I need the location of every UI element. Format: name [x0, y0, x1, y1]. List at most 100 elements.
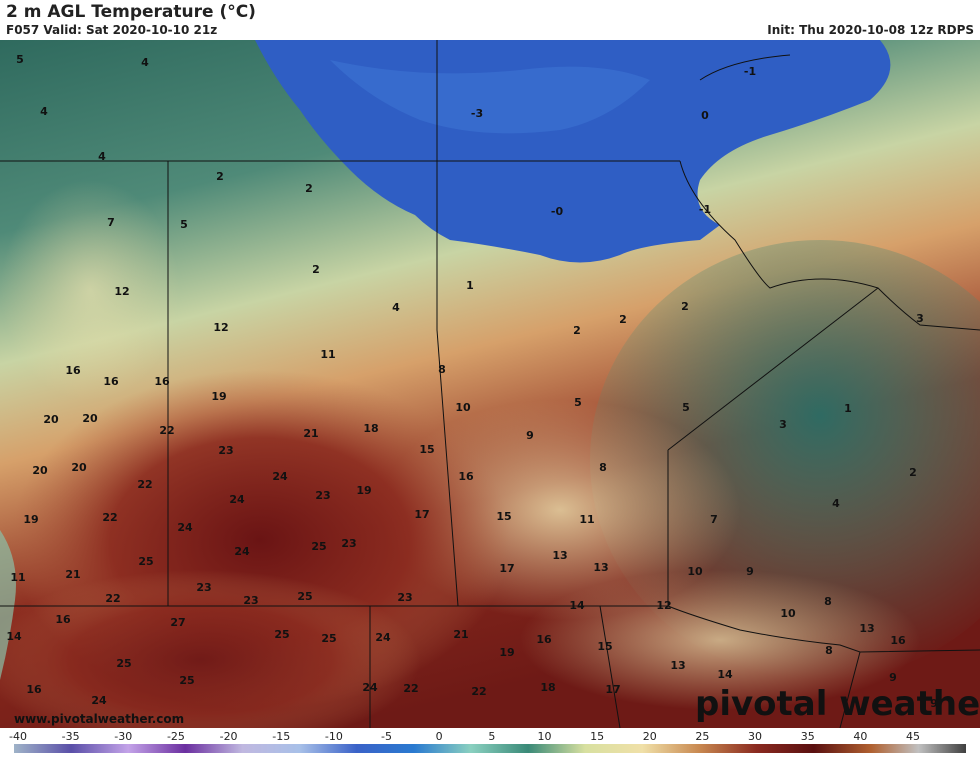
temperature-label: 11 — [579, 513, 594, 526]
colorbar-tick-label: -20 — [220, 730, 238, 743]
temperature-label: 8 — [438, 363, 446, 376]
temperature-label: 4 — [392, 301, 400, 314]
temperature-label: 2 — [681, 300, 689, 313]
temperature-label: 15 — [597, 640, 612, 653]
colorbar-tick-label: -15 — [272, 730, 290, 743]
temperature-label: 20 — [43, 413, 59, 426]
temperature-label: 25 — [321, 632, 336, 645]
temperature-label: 12 — [656, 599, 671, 612]
temperature-label: 16 — [65, 364, 81, 377]
temperature-label: 12 — [114, 285, 129, 298]
temperature-label: 25 — [311, 540, 326, 553]
temperature-label: 22 — [471, 685, 486, 698]
colorbar: -40 -35 -30 -25 -20 -15 -10 -5 0 5 10 15 20 25 30 35 40 4… — [0, 728, 980, 757]
temperature-label: 9 — [930, 697, 938, 710]
temperature-label: -3 — [471, 107, 483, 120]
colorbar-tick-label: 45 — [906, 730, 920, 743]
colorbar-tick-label: -35 — [62, 730, 80, 743]
temperature-label: 7 — [107, 216, 115, 229]
temperature-label: -1 — [699, 203, 711, 216]
temperature-label: 9 — [526, 429, 534, 442]
colorbar-strip — [14, 744, 966, 753]
temperature-label: 16 — [536, 633, 552, 646]
temperature-label: 23 — [196, 581, 211, 594]
temperature-label: 22 — [102, 511, 117, 524]
temperature-label: 2 — [909, 466, 917, 479]
colorbar-tick-label: -40 — [9, 730, 27, 743]
temperature-label: 5 — [574, 396, 582, 409]
temperature-label: 23 — [397, 591, 412, 604]
temperature-label: 12 — [213, 321, 228, 334]
temperature-label: 19 — [23, 513, 38, 526]
init-time: Init: Thu 2020-10-08 12z RDPS — [767, 23, 974, 37]
temperature-label: 21 — [453, 628, 468, 641]
temperature-label: 24 — [91, 694, 107, 707]
temperature-label: 2 — [619, 313, 627, 326]
colorbar-tick-label: 30 — [748, 730, 762, 743]
temperature-label: 4 — [98, 150, 106, 163]
temperature-label: 15 — [419, 443, 434, 456]
colorbar-tick-label: 10 — [537, 730, 551, 743]
temperature-label: 11 — [10, 571, 25, 584]
temperature-label: 27 — [170, 616, 185, 629]
temperature-label: 25 — [179, 674, 194, 687]
temperature-label: 23 — [341, 537, 356, 550]
temperature-label: 18 — [363, 422, 378, 435]
temperature-label: 7 — [710, 513, 718, 526]
temperature-label: 19 — [211, 390, 226, 403]
temperature-label: 17 — [499, 562, 514, 575]
temperature-label: 22 — [403, 682, 418, 695]
colorbar-tick-label: 5 — [488, 730, 495, 743]
temperature-label: 5 — [16, 53, 24, 66]
temperature-label: 1 — [466, 279, 474, 292]
temperature-label: 13 — [670, 659, 685, 672]
temperature-label: 4 — [141, 56, 149, 69]
map-title: 2 m AGL Temperature (°C) — [6, 2, 256, 22]
colorbar-tick-label: -10 — [325, 730, 343, 743]
temperature-label: 19 — [356, 484, 371, 497]
temperature-label: 3 — [779, 418, 787, 431]
temperature-label: 16 — [103, 375, 119, 388]
temperature-label: 10 — [687, 565, 703, 578]
colorbar-tick-label: -30 — [114, 730, 132, 743]
temperature-label: 8 — [599, 461, 607, 474]
temperature-label: 17 — [605, 683, 620, 696]
temperature-label: 9 — [746, 565, 754, 578]
temperature-label: 8 — [824, 595, 832, 608]
temperature-label: 2 — [312, 263, 320, 276]
colorbar-tick-label: 25 — [695, 730, 709, 743]
temperature-label: 25 — [274, 628, 289, 641]
temperature-label: 24 — [177, 521, 193, 534]
temperature-label: 18 — [540, 681, 555, 694]
temperature-label: 4 — [40, 105, 48, 118]
temperature-label: 5 — [180, 218, 188, 231]
temperature-label: 25 — [297, 590, 312, 603]
temperature-label: 23 — [218, 444, 233, 457]
temperature-label: 14 — [6, 630, 22, 643]
temperature-label: 24 — [229, 493, 245, 506]
temperature-label: 5 — [682, 401, 690, 414]
temperature-label: 13 — [859, 622, 874, 635]
temperature-label: 16 — [55, 613, 71, 626]
colorbar-tick-label: -5 — [381, 730, 392, 743]
temperature-label: 0 — [701, 109, 709, 122]
temperature-label: 10 — [455, 401, 471, 414]
temperature-label: 2 — [216, 170, 224, 183]
temperature-label: 13 — [552, 549, 567, 562]
temperature-label: 20 — [32, 464, 48, 477]
temperature-label: 21 — [303, 427, 318, 440]
colorbar-tick-label: 20 — [643, 730, 657, 743]
pivotal-weather-logo: pivotal weather — [695, 684, 980, 724]
map-header: 2 m AGL Temperature (°C) F057 Valid: Sat… — [0, 0, 980, 40]
temperature-label: 16 — [26, 683, 42, 696]
temperature-label: 14 — [569, 599, 585, 612]
pivotal-weather-url: www.pivotalweather.com — [14, 712, 184, 726]
temperature-label: 15 — [496, 510, 511, 523]
temperature-label: 10 — [780, 607, 796, 620]
temperature-label: -0 — [551, 205, 564, 218]
temperature-label: 23 — [315, 489, 330, 502]
temperature-label: 21 — [65, 568, 80, 581]
temperature-label: 24 — [272, 470, 288, 483]
